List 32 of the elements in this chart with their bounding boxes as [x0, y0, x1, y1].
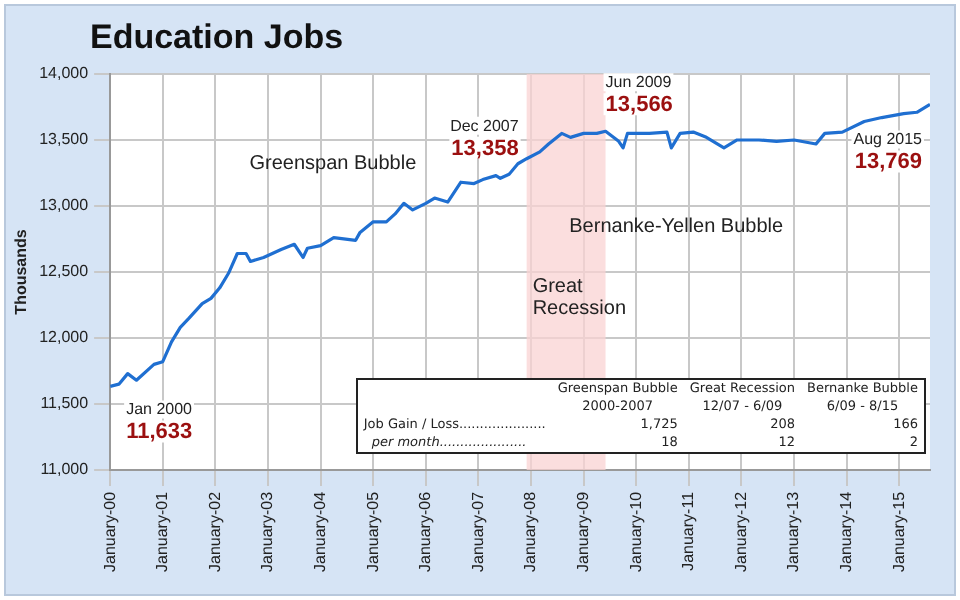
x-tick-label: January-08 — [521, 490, 540, 573]
x-tick-label: January-02 — [205, 490, 224, 573]
x-tick-label: January-13 — [784, 490, 803, 573]
annotation: Jun 2009 13,566 — [605, 73, 673, 118]
x-tick-label: January-05 — [363, 490, 382, 573]
x-tick-label: January-01 — [153, 490, 172, 573]
x-tick-label: January-14 — [837, 490, 856, 573]
y-tick-label: 14,000 — [39, 64, 90, 83]
annotation: Bernanke-Yellen Bubble — [569, 216, 784, 239]
annotation: Jan 2000 11,633 — [126, 400, 194, 445]
chart-title: Education Jobs — [90, 18, 344, 58]
x-tick-label: January-00 — [100, 490, 119, 573]
x-tick-label: January-12 — [731, 490, 750, 573]
y-tick-label: 13,500 — [39, 130, 90, 149]
y-tick-label: 11,000 — [40, 460, 90, 479]
y-tick-label: 11,500 — [40, 394, 90, 413]
x-tick-label: January-11 — [679, 490, 698, 571]
x-tick-label: January-04 — [310, 490, 329, 573]
y-tick-label: 12,000 — [39, 328, 90, 347]
x-tick-label: January-10 — [626, 490, 645, 573]
annotation: Aug 2015 13,769 — [853, 130, 924, 175]
annotation: Dec 2007 13,358 — [450, 116, 520, 161]
y-tick-label: 13,000 — [39, 196, 90, 215]
annotation: Greenspan Bubble — [249, 153, 418, 176]
x-tick-label: January-09 — [574, 490, 593, 573]
x-tick-label: January-03 — [258, 490, 277, 573]
y-axis-title: Thousands — [12, 228, 31, 315]
x-tick-label: January-07 — [468, 490, 487, 573]
y-tick-label: 12,500 — [39, 262, 90, 281]
x-tick-label: January-15 — [889, 490, 908, 573]
band-label: Great Recession — [532, 275, 627, 320]
x-tick-label: January-06 — [416, 490, 435, 573]
